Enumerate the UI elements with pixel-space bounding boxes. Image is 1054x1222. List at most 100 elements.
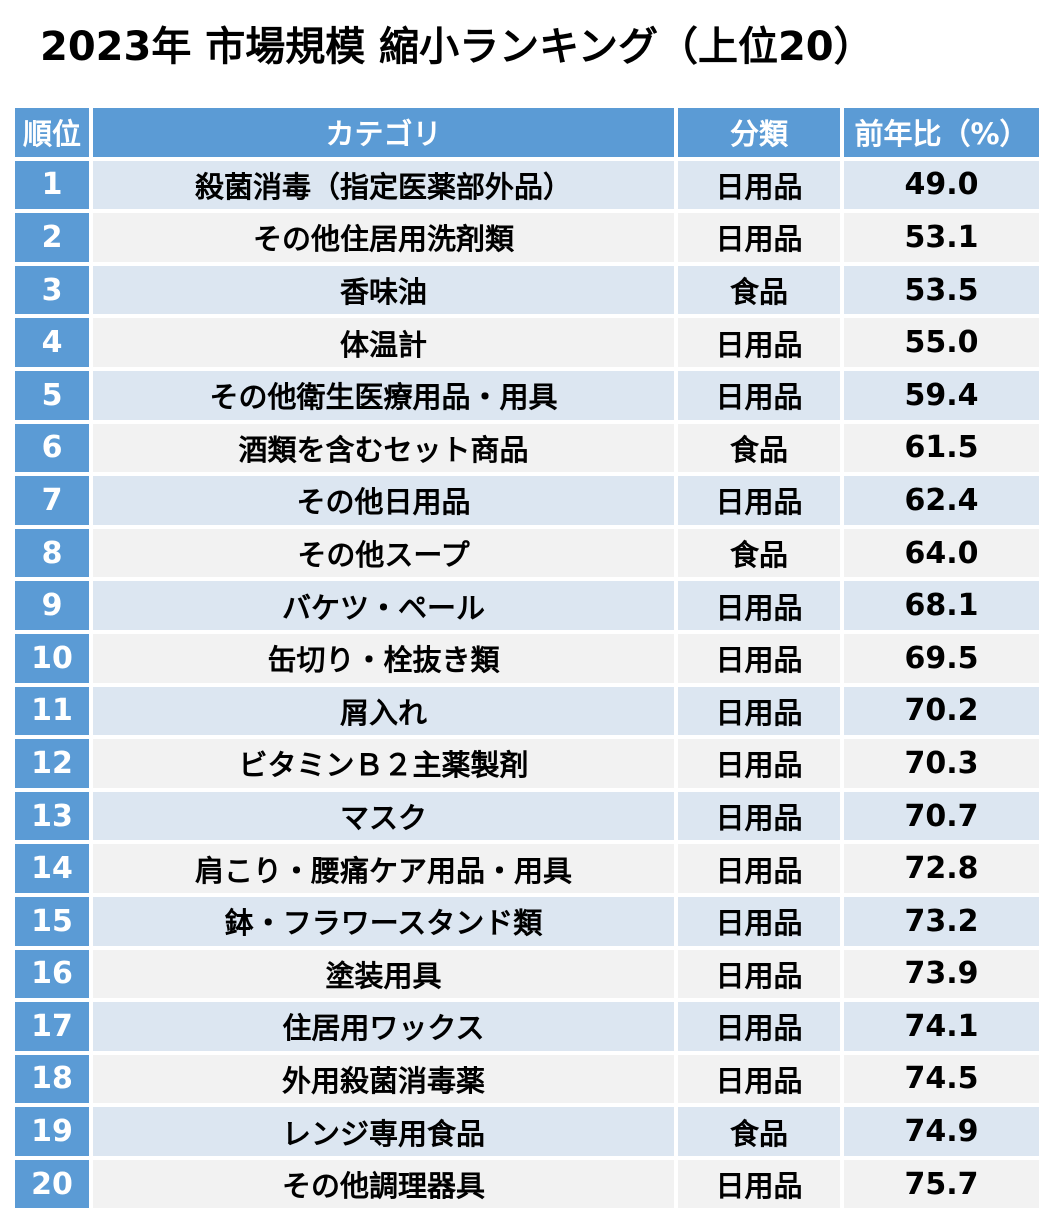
ratio-cell: 74.5 [844,1054,1039,1104]
ratio-cell: 49.0 [844,160,1039,210]
category-cell: バケツ・ペール [93,581,674,630]
class-cell: 日用品 [678,949,840,999]
category-cell: マスク [93,791,674,841]
ratio-cell: 53.1 [844,213,1039,262]
header-ratio: 前年比（%） [844,108,1039,157]
class-cell: 日用品 [678,318,840,367]
header-category: カテゴリ [93,108,674,157]
class-cell: 日用品 [678,1002,840,1051]
category-cell: 殺菌消毒（指定医薬部外品） [93,160,674,210]
ratio-cell: 53.5 [844,265,1039,315]
rank-cell: 18 [15,1054,89,1104]
rank-cell: 20 [15,1159,89,1209]
rank-cell: 10 [15,633,89,683]
class-cell: 日用品 [678,791,840,841]
page-title: 2023年 市場規模 縮小ランキング（上位20） [40,24,874,70]
ranking-table: 順位 カテゴリ 分類 前年比（%） 1 殺菌消毒（指定医薬部外品） 日用品 49… [11,104,1043,1212]
category-cell: 外用殺菌消毒薬 [93,1054,674,1104]
class-cell: 日用品 [678,476,840,525]
ratio-cell: 55.0 [844,318,1039,367]
table-row: 14 肩こり・腰痛ケア用品・用具 日用品 72.8 [15,844,1039,893]
class-cell: 日用品 [678,896,840,946]
category-cell: 塗装用具 [93,949,674,999]
rank-cell: 8 [15,528,89,578]
rank-cell: 9 [15,581,89,630]
category-cell: 鉢・フラワースタンド類 [93,896,674,946]
category-cell: 酒類を含むセット商品 [93,423,674,473]
class-cell: 日用品 [678,1054,840,1104]
class-cell: 日用品 [678,581,840,630]
class-cell: 食品 [678,265,840,315]
ratio-cell: 72.8 [844,844,1039,893]
table-row: 15 鉢・フラワースタンド類 日用品 73.2 [15,896,1039,946]
ratio-cell: 61.5 [844,423,1039,473]
table-row: 13 マスク 日用品 70.7 [15,791,1039,841]
table-row: 2 その他住居用洗剤類 日用品 53.1 [15,213,1039,262]
class-cell: 日用品 [678,633,840,683]
ratio-cell: 64.0 [844,528,1039,578]
table-row: 20 その他調理器具 日用品 75.7 [15,1159,1039,1209]
category-cell: 屑入れ [93,686,674,736]
rank-cell: 11 [15,686,89,736]
table-row: 5 その他衛生医療用品・用具 日用品 59.4 [15,370,1039,420]
rank-cell: 1 [15,160,89,210]
rank-cell: 7 [15,476,89,525]
class-cell: 日用品 [678,1159,840,1209]
rank-cell: 3 [15,265,89,315]
ratio-cell: 75.7 [844,1159,1039,1209]
class-cell: 日用品 [678,739,840,788]
ratio-cell: 70.2 [844,686,1039,736]
class-cell: 日用品 [678,844,840,893]
ratio-cell: 68.1 [844,581,1039,630]
table-row: 3 香味油 食品 53.5 [15,265,1039,315]
ratio-cell: 59.4 [844,370,1039,420]
rank-cell: 2 [15,213,89,262]
category-cell: ビタミンＢ２主薬製剤 [93,739,674,788]
class-cell: 日用品 [678,370,840,420]
table-row: 6 酒類を含むセット商品 食品 61.5 [15,423,1039,473]
table-row: 11 屑入れ 日用品 70.2 [15,686,1039,736]
category-cell: 缶切り・栓抜き類 [93,633,674,683]
ratio-cell: 73.2 [844,896,1039,946]
table-row: 1 殺菌消毒（指定医薬部外品） 日用品 49.0 [15,160,1039,210]
ratio-cell: 62.4 [844,476,1039,525]
category-cell: レンジ専用食品 [93,1107,674,1156]
category-cell: 肩こり・腰痛ケア用品・用具 [93,844,674,893]
table-row: 4 体温計 日用品 55.0 [15,318,1039,367]
header-rank: 順位 [15,108,89,157]
rank-cell: 6 [15,423,89,473]
class-cell: 食品 [678,1107,840,1156]
category-cell: その他調理器具 [93,1159,674,1209]
rank-cell: 16 [15,949,89,999]
ratio-cell: 69.5 [844,633,1039,683]
rank-cell: 5 [15,370,89,420]
table-row: 9 バケツ・ペール 日用品 68.1 [15,581,1039,630]
category-cell: その他日用品 [93,476,674,525]
category-cell: 体温計 [93,318,674,367]
table-row: 10 缶切り・栓抜き類 日用品 69.5 [15,633,1039,683]
ratio-cell: 70.7 [844,791,1039,841]
rank-cell: 15 [15,896,89,946]
table-row: 16 塗装用具 日用品 73.9 [15,949,1039,999]
rank-cell: 17 [15,1002,89,1051]
rank-cell: 14 [15,844,89,893]
table-row: 8 その他スープ 食品 64.0 [15,528,1039,578]
category-cell: その他住居用洗剤類 [93,213,674,262]
category-cell: 香味油 [93,265,674,315]
rank-cell: 4 [15,318,89,367]
rank-cell: 13 [15,791,89,841]
category-cell: その他衛生医療用品・用具 [93,370,674,420]
ratio-cell: 74.1 [844,1002,1039,1051]
rank-cell: 19 [15,1107,89,1156]
table-header-row: 順位 カテゴリ 分類 前年比（%） [15,108,1039,157]
ratio-cell: 73.9 [844,949,1039,999]
table-row: 17 住居用ワックス 日用品 74.1 [15,1002,1039,1051]
ratio-cell: 70.3 [844,739,1039,788]
class-cell: 日用品 [678,686,840,736]
class-cell: 食品 [678,528,840,578]
table-row: 19 レンジ専用食品 食品 74.9 [15,1107,1039,1156]
class-cell: 日用品 [678,213,840,262]
class-cell: 食品 [678,423,840,473]
table-row: 18 外用殺菌消毒薬 日用品 74.5 [15,1054,1039,1104]
rank-cell: 12 [15,739,89,788]
